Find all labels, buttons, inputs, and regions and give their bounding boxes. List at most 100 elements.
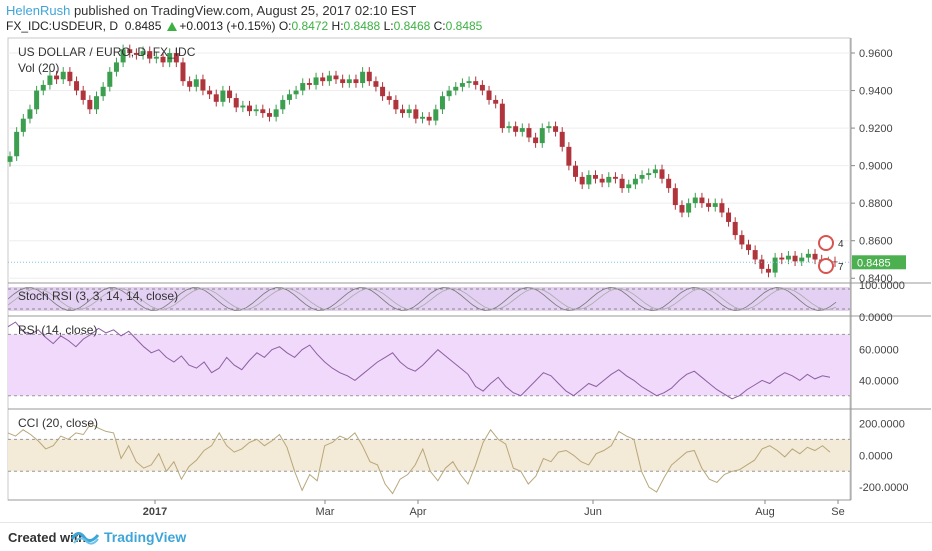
x-tick-label: Se [831,506,844,518]
candle-body [513,126,519,132]
candle-body [606,176,612,183]
chart-canvas[interactable]: 0.9600 0.9400 0.9200 0.9000 0.8800 0.8600 0.84… [0,0,932,522]
rsi-band [8,334,850,396]
candle-body [726,212,732,222]
candle-body [300,83,306,91]
candle-body [446,90,452,97]
candle-body [54,75,60,80]
price-tick-label: 0.9600 [859,48,893,60]
candle-body [779,257,785,260]
rsi-tick-label: 40.0000 [859,375,899,387]
candle-body [566,146,572,166]
stoch-title: Stoch RSI (3, 3, 14, 14, close) [18,289,178,303]
candle-body [646,173,652,176]
candle-body [672,188,678,206]
candle-body [380,86,386,97]
candle-body [579,176,585,185]
candle-body [280,99,286,110]
candle-body [326,75,332,82]
candle-body [619,178,625,189]
candle-body [340,79,346,84]
candle-body [832,261,838,263]
high-label: H: [331,19,344,33]
tradingview-brand[interactable]: TradingView [104,529,187,545]
candle-body [652,169,658,174]
candle-body [173,53,179,63]
candle-body [699,197,705,204]
candle-body [107,71,113,87]
candle-body [746,244,752,251]
candle-body [133,53,139,55]
candle-body [805,253,811,258]
candle-body [333,75,339,80]
candle-body [712,203,718,207]
candle-body [100,86,106,97]
candle-body [93,96,99,110]
candle-body [20,118,26,132]
last-price-tag [852,255,906,270]
candle-body [160,56,166,63]
candle-body [406,109,412,114]
candle-body [80,90,86,100]
event-count: 4 [838,239,844,250]
x-tick-label: 2017 [143,506,167,518]
candle-body [759,259,765,269]
candle-body [273,109,279,117]
candle-body [473,81,479,85]
candle-body [167,53,173,63]
candle-body [366,71,372,82]
candle-body [573,165,579,177]
candle-body [659,169,665,179]
candle-body [420,116,425,119]
candle-body [7,156,13,162]
candle-body [499,103,505,129]
candle-body [692,197,698,204]
candle-body [14,131,20,157]
candle-body [240,105,246,108]
chart-subtitle: Vol (20) [18,61,59,75]
candle-body [792,255,798,262]
high-value: 0.8488 [343,19,381,33]
candle-body [87,99,93,110]
candle-body [639,175,645,179]
candle-body [732,221,738,236]
price-change: +0.0013 (+0.15%) [179,19,276,33]
stoch-tick-label: 0.0000 [859,312,893,324]
last-price: 0.8485 [124,19,162,33]
candle-body [626,184,632,189]
candle-body [719,203,725,213]
tradingview-logo-icon[interactable] [70,525,100,547]
candle-body [799,257,805,262]
candle-body [752,250,758,260]
candle-body [27,109,33,119]
candle-body [772,257,778,273]
candle-body [386,96,392,100]
candle-body [74,81,80,91]
candle-body [413,109,419,119]
author-name[interactable]: HelenRush [6,3,71,18]
symbol-label: FX_IDC:USDEUR, D [6,19,119,33]
candle-body [187,81,193,87]
publish-line: HelenRush published on TradingView.com, … [6,3,416,18]
cci-title: CCI (20, close) [18,416,98,430]
candle-body [247,105,253,112]
candle-body [227,90,233,99]
low-value: 0.8468 [393,19,431,33]
candle-body [433,109,439,121]
event-marker-2 [818,258,834,274]
footer: Created with TradingView [0,522,932,551]
candle-body [765,268,771,273]
candle-body [140,51,146,55]
event-marker-1 [818,235,834,251]
candle-body [686,203,692,213]
event-count: 7 [838,262,844,273]
candle-body [373,81,379,87]
candle-body [632,178,638,185]
price-tick-label: 0.8400 [859,273,893,285]
candle-body [320,77,326,82]
low-label: L: [383,19,394,33]
close-value: 0.8485 [445,19,483,33]
candle-body [220,90,226,102]
candle-body [193,79,199,87]
rsi-title: RSI (14, close) [18,323,97,337]
